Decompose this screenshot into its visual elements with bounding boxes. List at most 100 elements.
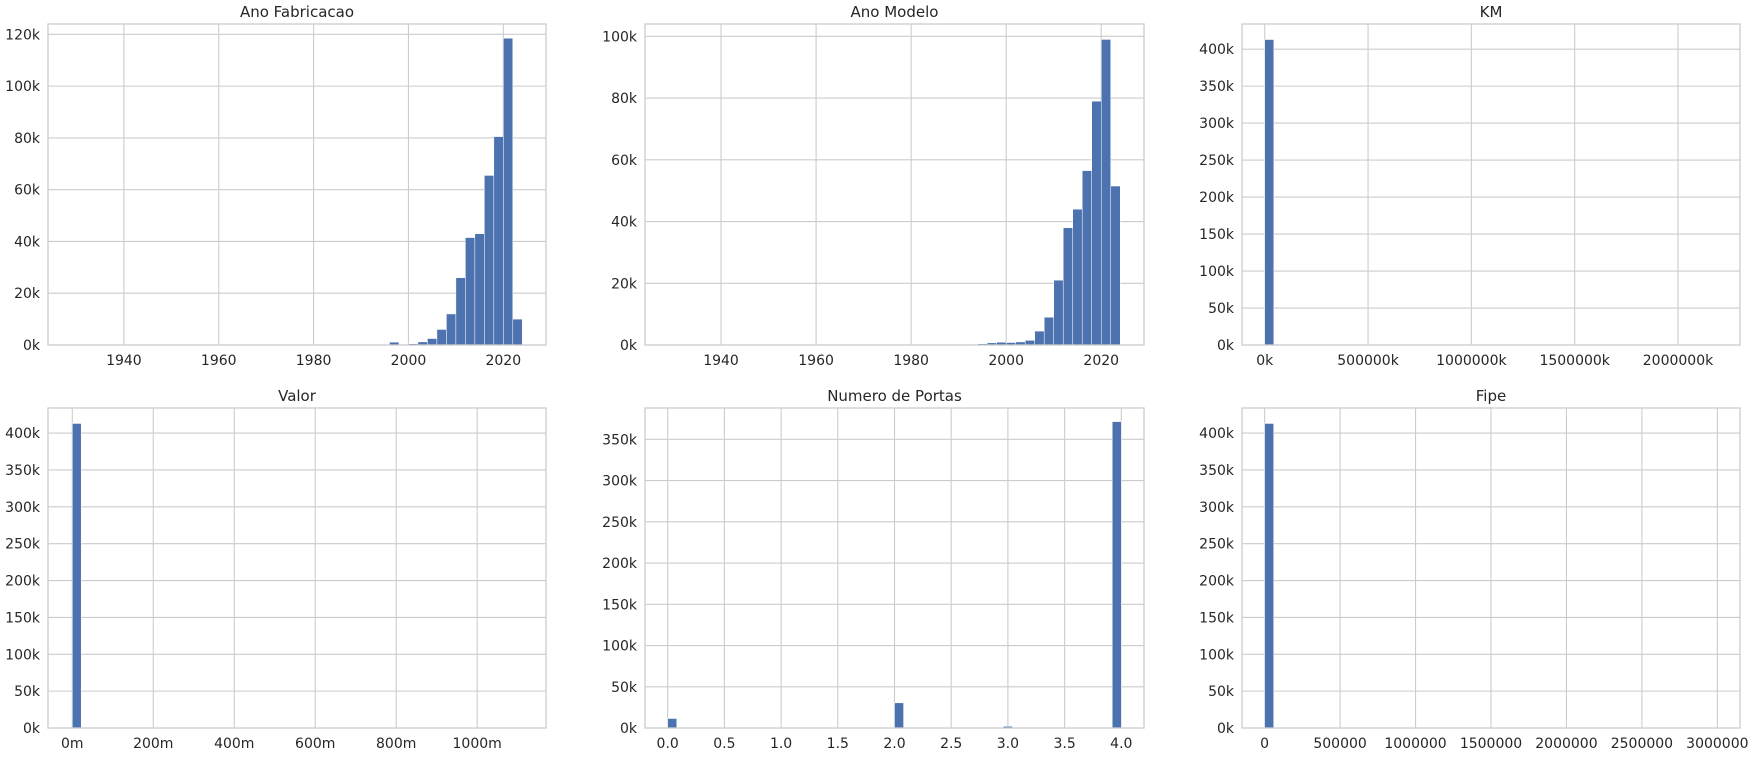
y-tick-label: 80k — [611, 91, 638, 107]
y-tick-label: 40k — [611, 215, 638, 231]
y-tick-label: 100k — [1199, 647, 1235, 663]
histogram-bar — [1034, 330, 1045, 346]
x-tick-label: 0 — [1260, 736, 1269, 752]
histogram-bar — [1100, 39, 1111, 346]
axes-frame — [644, 23, 1145, 346]
y-tick-label: 250k — [5, 537, 41, 553]
histogram-panel-6: 0k 50k 100k 150k 200k 250k 300k 350k 400k 0 500000… — [1199, 387, 1748, 752]
y-tick-label: 100k — [602, 29, 638, 45]
y-tick-label: 350k — [5, 463, 41, 479]
y-tick-label: 0k — [620, 338, 638, 354]
y-tick-label: 0k — [23, 721, 41, 737]
x-tick-label: 1.5 — [827, 736, 849, 752]
x-tick-label: 200m — [133, 736, 173, 752]
histogram-panel-4: 0k 50k 100k 150k 200k 250k 300k 350k 400k 0m 200m 4… — [5, 387, 547, 752]
x-tick-label: 1940 — [106, 353, 142, 369]
y-tick-label: 40k — [14, 234, 41, 250]
histogram-bar — [1081, 170, 1092, 346]
x-tick-label: 3000000 — [1686, 736, 1748, 752]
y-tick-label: 60k — [611, 153, 638, 169]
x-tick-label: 800m — [376, 736, 416, 752]
y-tick-label: 0k — [1217, 721, 1235, 737]
histogram-bar — [72, 423, 82, 729]
x-tick-label: 0m — [61, 736, 84, 752]
y-tick-label: 0k — [1217, 338, 1235, 354]
histogram-bar — [465, 237, 476, 346]
y-tick-label: 100k — [5, 79, 41, 95]
histogram-panel-1: 0k 20k 40k 60k 80k 100k 120k 1940 1960 1980 2000 20… — [5, 3, 547, 369]
histogram-bar — [1264, 423, 1274, 729]
y-tick-label: 300k — [602, 474, 638, 490]
y-tick-label: 0k — [23, 338, 41, 354]
y-tick-label: 60k — [14, 183, 41, 199]
x-tick-label: 2020 — [1083, 353, 1119, 369]
y-tick-label: 100k — [1199, 264, 1235, 280]
y-tick-label: 350k — [1199, 463, 1235, 479]
histogram-bar — [427, 338, 438, 346]
y-tick-label: 150k — [602, 597, 638, 613]
axes-frame — [1241, 407, 1741, 729]
x-tick-label: 2000 — [988, 353, 1024, 369]
axes-frame — [47, 23, 547, 346]
y-tick-label: 300k — [1199, 500, 1235, 516]
y-tick-label: 250k — [1199, 153, 1235, 169]
y-tick-label: 50k — [611, 680, 638, 696]
y-tick-label: 350k — [1199, 79, 1235, 95]
x-tick-label: 2000 — [391, 353, 427, 369]
histogram-bar — [1053, 279, 1064, 346]
x-tick-label: 1000000k — [1436, 353, 1507, 369]
x-tick-label: 1940 — [703, 353, 739, 369]
y-tick-label: 50k — [14, 684, 41, 700]
histogram-bar — [446, 313, 457, 346]
y-tick-label: 300k — [1199, 116, 1235, 132]
x-tick-label: 0k — [1256, 353, 1274, 369]
histogram-bar — [1062, 227, 1073, 346]
y-tick-label: 150k — [1199, 227, 1235, 243]
x-tick-label: 4.0 — [1110, 736, 1132, 752]
x-tick-label: 1.0 — [770, 736, 792, 752]
y-tick-label: 200k — [602, 556, 638, 572]
x-tick-label: 1500000 — [1460, 736, 1522, 752]
y-tick-label: 400k — [5, 426, 41, 442]
y-tick-label: 20k — [611, 276, 638, 292]
x-tick-label: 2000000k — [1643, 353, 1714, 369]
y-tick-label: 200k — [1199, 574, 1235, 590]
histogram-bar — [455, 277, 466, 346]
x-tick-label: 600m — [295, 736, 335, 752]
axes-frame — [1241, 23, 1741, 346]
y-tick-label: 150k — [1199, 610, 1235, 626]
panel-title: Ano Fabricacao — [240, 3, 354, 21]
x-tick-label: 2.5 — [940, 736, 962, 752]
y-tick-label: 100k — [602, 639, 638, 655]
panel-title: KM — [1480, 3, 1503, 21]
y-tick-label: 80k — [14, 131, 41, 147]
histogram-bar — [1043, 316, 1054, 346]
y-tick-label: 100k — [5, 647, 41, 663]
histogram-bar — [894, 702, 904, 729]
y-tick-label: 250k — [1199, 537, 1235, 553]
panel-title: Ano Modelo — [851, 3, 939, 21]
x-tick-label: 500000k — [1337, 353, 1399, 369]
y-tick-label: 250k — [602, 515, 638, 531]
y-tick-label: 150k — [5, 610, 41, 626]
x-tick-label: 1000m — [453, 736, 502, 752]
x-tick-label: 2.0 — [883, 736, 905, 752]
y-tick-label: 200k — [5, 574, 41, 590]
x-tick-label: 1980 — [296, 353, 332, 369]
panel-title: Valor — [278, 387, 317, 405]
x-tick-label: 1000000 — [1384, 736, 1446, 752]
x-tick-label: 2000000 — [1535, 736, 1597, 752]
x-tick-label: 500000 — [1313, 736, 1366, 752]
x-tick-label: 1980 — [893, 353, 929, 369]
histogram-bar — [512, 318, 523, 346]
histogram-bar — [1111, 421, 1122, 729]
x-tick-label: 0.5 — [713, 736, 735, 752]
histogram-panel-3: 0k 50k 100k 150k 200k 250k 300k 350k 400k 0k 50000… — [1199, 3, 1741, 369]
y-tick-label: 20k — [14, 286, 41, 302]
panel-title: Fipe — [1476, 387, 1506, 405]
histogram-bar — [484, 175, 495, 346]
histogram-bar — [1024, 340, 1035, 346]
histogram-bar — [503, 37, 514, 346]
x-tick-label: 2020 — [485, 353, 521, 369]
